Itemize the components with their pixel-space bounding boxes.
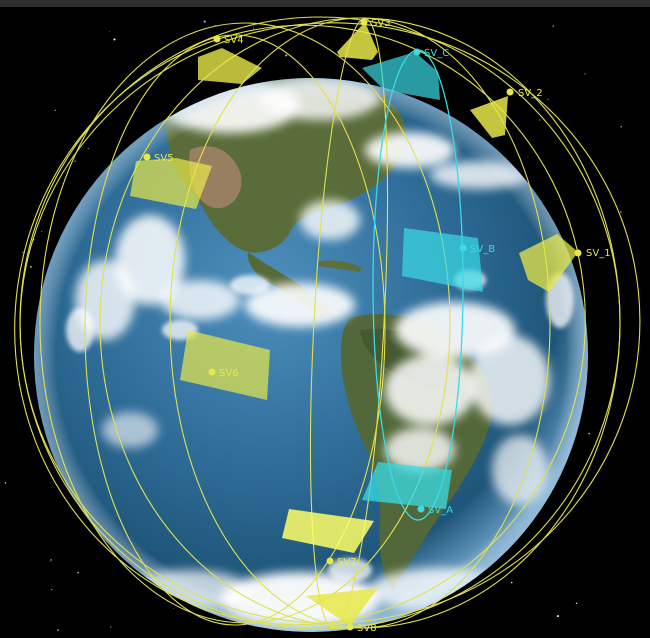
sensor-footprints <box>130 22 578 626</box>
star <box>253 27 254 29</box>
satellite-sv-a[interactable]: SV_A <box>417 505 454 516</box>
star <box>54 109 57 112</box>
star <box>173 608 174 609</box>
satellite-label: SV_2 <box>518 88 543 99</box>
star <box>22 251 24 253</box>
satellite-label: SV7 <box>337 557 357 568</box>
satellite-sv2[interactable]: SV_2 <box>506 88 543 99</box>
star <box>203 20 206 23</box>
satellite-label: SV5 <box>154 153 174 164</box>
star <box>588 432 590 435</box>
satellite-label: SV8 <box>357 623 377 634</box>
star <box>50 559 52 561</box>
star <box>41 230 43 232</box>
satellite-marker-icon[interactable] <box>459 244 467 252</box>
star <box>214 24 216 26</box>
satellite-label: SV3 <box>371 18 391 29</box>
satellite-sv4[interactable]: SV4 <box>213 35 244 46</box>
star <box>49 560 51 562</box>
star <box>513 93 515 95</box>
satellite-label: SV6 <box>219 368 239 379</box>
footprint-sv2 <box>470 96 508 138</box>
footprint-sv1 <box>519 234 578 292</box>
satellite-marker-icon[interactable] <box>360 18 368 26</box>
satellite-markers[interactable]: SV_1 SV_2 SV3 SV4 SV5 SV6 <box>143 18 611 634</box>
window-top-border <box>0 0 650 7</box>
footprint-sv4 <box>198 48 262 84</box>
satellite-sv8[interactable]: SV8 <box>346 623 377 634</box>
footprint-sv5 <box>130 158 212 209</box>
star <box>552 25 554 27</box>
star <box>584 73 586 75</box>
satellite-label: SV4 <box>224 35 244 46</box>
star <box>547 98 549 101</box>
earth-globe <box>34 78 588 632</box>
satellite-sv3[interactable]: SV3 <box>360 18 391 29</box>
satellite-marker-icon[interactable] <box>346 623 354 631</box>
star <box>57 629 59 631</box>
star <box>556 615 559 618</box>
footprint-sv-c <box>362 52 440 100</box>
satellite-marker-icon[interactable] <box>506 88 514 96</box>
footprint-sv6 <box>180 330 270 400</box>
footprint-sv-b <box>402 228 483 292</box>
star <box>87 147 90 150</box>
footprint-sv7 <box>282 509 374 553</box>
satellite-marker-icon[interactable] <box>208 368 216 376</box>
star <box>51 589 53 591</box>
satellite-label: SV_A <box>428 505 453 516</box>
satellite-label: SV_1 <box>586 248 611 259</box>
star <box>575 602 578 604</box>
satellite-label: SV_B <box>470 244 495 255</box>
satellite-sv5[interactable]: SV5 <box>143 153 174 164</box>
satellite-marker-icon[interactable] <box>417 505 425 513</box>
footprint-sv-a <box>362 462 452 509</box>
star <box>285 54 288 57</box>
satellite-sv-b[interactable]: SV_B <box>459 244 496 255</box>
satellite-marker-icon[interactable] <box>213 35 221 43</box>
star <box>77 571 80 574</box>
footprint-sv8 <box>306 588 378 626</box>
star <box>510 581 513 584</box>
satellite-marker-icon[interactable] <box>413 48 421 56</box>
star <box>110 626 112 628</box>
satellite-label: SV_C <box>424 48 449 59</box>
star <box>4 482 7 484</box>
satellite-sv-c[interactable]: SV_C <box>413 48 450 59</box>
satellite-marker-icon[interactable] <box>326 557 334 565</box>
satellite-sv7[interactable]: SV7 <box>326 557 357 568</box>
star <box>74 160 76 162</box>
satellite-sv6[interactable]: SV6 <box>208 368 239 379</box>
star <box>620 126 622 128</box>
satellite-sv1[interactable]: SV_1 <box>574 248 611 259</box>
satellite-marker-icon[interactable] <box>574 249 582 257</box>
star <box>30 266 32 268</box>
star <box>109 31 111 32</box>
star <box>538 119 541 121</box>
star <box>113 38 116 41</box>
star <box>620 211 622 213</box>
footprint-sv3 <box>337 22 378 60</box>
satellite-marker-icon[interactable] <box>143 153 151 161</box>
